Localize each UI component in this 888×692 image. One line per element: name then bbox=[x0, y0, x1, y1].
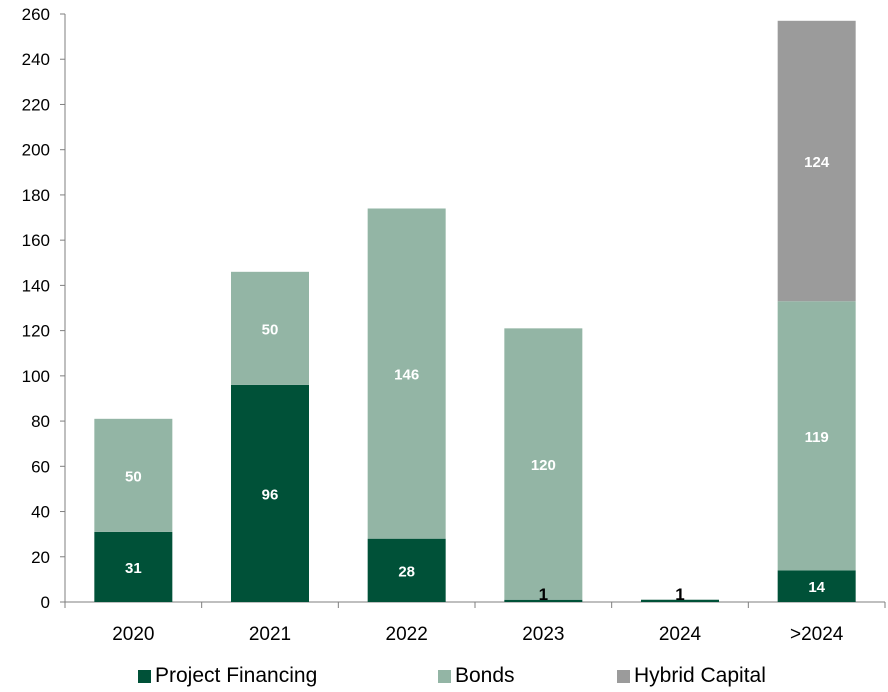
data-label: 96 bbox=[262, 486, 279, 503]
legend-swatch-hybrid-capital bbox=[617, 669, 630, 683]
y-tick-label: 200 bbox=[22, 141, 50, 160]
bar-segment bbox=[504, 599, 583, 602]
bar-segment bbox=[777, 20, 856, 302]
bars bbox=[94, 20, 856, 602]
data-label: 146 bbox=[394, 367, 419, 384]
legend-item-hybrid-capital: Hybrid Capital bbox=[617, 664, 766, 688]
data-label: 50 bbox=[125, 468, 142, 485]
legend: Project Financing Bonds Hybrid Capital bbox=[0, 664, 888, 692]
data-label: 28 bbox=[398, 563, 415, 580]
bar-segment bbox=[94, 531, 173, 602]
y-tick-label: 20 bbox=[31, 548, 50, 567]
legend-swatch-project-financing bbox=[138, 669, 151, 683]
data-label: 50 bbox=[262, 321, 279, 338]
y-tick-label: 160 bbox=[22, 231, 50, 250]
y-axis: 0 20 40 60 80 100 120 140 160 180 200 220 240 260 bbox=[22, 5, 66, 612]
y-tick-label: 220 bbox=[22, 95, 50, 114]
y-tick-label: 40 bbox=[31, 503, 50, 522]
y-tick-label: 180 bbox=[22, 186, 50, 205]
y-tick-label: 140 bbox=[22, 276, 50, 295]
y-tick-label: 120 bbox=[22, 322, 50, 341]
data-label: 14 bbox=[808, 579, 825, 596]
x-tick-label: 2021 bbox=[249, 624, 291, 645]
y-tick-label: 100 bbox=[22, 367, 50, 386]
x-axis: 2020 2021 2022 2023 2024 >2024 bbox=[64, 601, 886, 645]
x-tick-label: 2020 bbox=[112, 624, 154, 645]
x-tick-label: 2022 bbox=[386, 624, 428, 645]
data-label: 31 bbox=[125, 560, 142, 577]
data-label: 1 bbox=[539, 585, 548, 604]
data-label: 1 bbox=[675, 585, 684, 604]
data-label: 120 bbox=[531, 457, 556, 474]
x-tick-label: 2024 bbox=[659, 624, 702, 645]
legend-item-bonds: Bonds bbox=[438, 664, 515, 688]
stacked-bar-chart: 0 20 40 60 80 100 120 140 160 180 200 220 240 260 202… bbox=[22, 5, 886, 645]
y-tick-label: 80 bbox=[31, 412, 50, 431]
bar-segment bbox=[777, 301, 856, 571]
x-tick-label: >2024 bbox=[790, 624, 844, 645]
legend-item-project-financing: Project Financing bbox=[138, 664, 317, 688]
bar-segment bbox=[367, 538, 446, 602]
y-tick-label: 240 bbox=[22, 50, 50, 69]
data-label: 119 bbox=[805, 429, 829, 446]
bar-segment bbox=[367, 208, 446, 539]
data-label: 124 bbox=[804, 154, 830, 171]
y-tick-label: 0 bbox=[41, 593, 50, 612]
bar-segment bbox=[777, 570, 856, 602]
legend-label-project-financing: Project Financing bbox=[155, 664, 318, 687]
bar-segment bbox=[231, 384, 309, 602]
legend-label-hybrid-capital: Hybrid Capital bbox=[634, 664, 766, 687]
bar-segment bbox=[641, 599, 719, 602]
bar-segment bbox=[504, 328, 583, 600]
x-tick-label: 2023 bbox=[522, 624, 564, 645]
y-tick-label: 60 bbox=[31, 457, 50, 476]
bar-segment bbox=[94, 418, 173, 532]
bar-segment bbox=[231, 271, 309, 385]
legend-label-bonds: Bonds bbox=[455, 664, 515, 687]
y-tick-label: 260 bbox=[22, 5, 50, 24]
legend-swatch-bonds bbox=[438, 669, 451, 683]
